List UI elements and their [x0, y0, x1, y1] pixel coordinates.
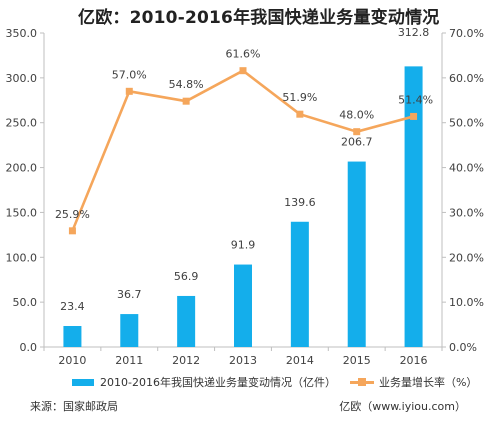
bar-value-label: 56.9	[174, 270, 199, 283]
legend-bar-label: 2010-2016年我国快递业务量变动情况（亿件）	[100, 376, 336, 389]
y-right-tick-label: 10.0%	[449, 296, 484, 309]
y-left-tick-label: 350.0	[6, 27, 38, 40]
line-value-label: 48.0%	[339, 109, 374, 122]
y-left-tick-label: 250.0	[6, 117, 38, 130]
y-left-tick-label: 50.0	[13, 296, 38, 309]
bar-value-label: 206.7	[341, 136, 373, 149]
site-credit: 亿欧（www.iyiou.com）	[339, 400, 466, 413]
y-right-tick-label: 60.0%	[449, 72, 484, 85]
legend: 2010-2016年我国快递业务量变动情况（亿件） 业务量增长率（%）	[72, 374, 477, 390]
y-left-tick-label: 300.0	[6, 72, 38, 85]
line-value-label: 61.6%	[226, 48, 261, 61]
y-right-tick-label: 20.0%	[449, 251, 484, 264]
line-point	[182, 97, 190, 105]
bar	[234, 264, 252, 347]
line-point	[353, 128, 361, 136]
bar	[63, 326, 82, 347]
x-tick-label: 2011	[115, 354, 143, 367]
x-tick-label: 2012	[172, 354, 200, 367]
legend-line-swatch	[349, 378, 374, 386]
legend-bar-swatch	[72, 378, 94, 386]
line-value-label: 51.4%	[398, 93, 433, 106]
bar-value-label: 36.7	[117, 288, 142, 301]
y-left-tick-label: 150.0	[6, 206, 38, 219]
y-right-tick-label: 50.0%	[449, 117, 484, 130]
legend-line-label: 业务量增长率（%）	[378, 376, 478, 389]
bar-value-label: 139.6	[284, 196, 316, 209]
x-tick-label: 2015	[343, 354, 371, 367]
y-right-tick-label: 30.0%	[449, 206, 484, 219]
x-tick-label: 2013	[229, 354, 257, 367]
line-value-label: 57.0%	[112, 68, 147, 81]
y-right-tick-label: 0.0%	[449, 341, 477, 354]
bar-value-label: 312.8	[398, 26, 430, 39]
y-right-tick-label: 40.0%	[449, 162, 484, 175]
line-point	[410, 112, 418, 120]
bar	[290, 221, 309, 347]
y-right-tick-label: 70.0%	[449, 27, 484, 40]
bar	[177, 295, 196, 347]
y-left-tick-label: 200.0	[6, 162, 38, 175]
bar	[347, 161, 366, 347]
source-note: 来源：国家邮政局	[30, 400, 118, 413]
chart-title: 亿欧：2010-2016年我国快递业务量变动情况	[78, 8, 440, 28]
legend-line-marker	[357, 378, 366, 386]
line-value-label: 51.9%	[282, 91, 317, 104]
x-tick-label: 2016	[400, 354, 428, 367]
x-tick-label: 2010	[58, 354, 86, 367]
bar	[404, 66, 423, 347]
bar-value-label: 23.4	[60, 300, 85, 313]
x-tick-label: 2014	[286, 354, 314, 367]
line-point	[239, 67, 247, 75]
line-value-label: 25.9%	[55, 208, 90, 221]
bar	[120, 314, 139, 347]
line-point	[296, 110, 304, 118]
line-value-label: 54.8%	[169, 78, 204, 91]
bar-value-label: 91.9	[231, 239, 256, 252]
line-point	[125, 87, 133, 95]
y-left-tick-label: 100.0	[6, 251, 38, 264]
line-point	[68, 227, 76, 235]
y-left-tick-label: 0.0	[20, 341, 38, 354]
